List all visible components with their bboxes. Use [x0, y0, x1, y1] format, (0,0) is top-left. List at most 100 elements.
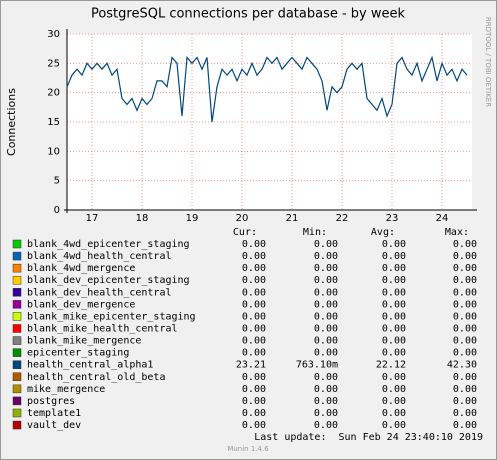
legend-swatch [12, 336, 22, 345]
legend-stat: 0.00 [314, 299, 338, 310]
x-tick-label: 17 [86, 213, 99, 224]
legend-label: blank_4wd_epicenter_staging [27, 239, 190, 250]
legend-label: mike_mergence [27, 384, 105, 395]
legend-stat: 0.00 [382, 311, 406, 322]
legend-stat: 0.00 [314, 323, 338, 334]
y-tick-label: 30 [47, 29, 60, 40]
legend-swatch [12, 324, 22, 333]
legend-swatch [12, 348, 22, 357]
legend-swatch [12, 263, 22, 273]
legend-stat: 0.00 [242, 239, 266, 250]
legend-header: Max: [445, 227, 469, 238]
legend-stat: 0.00 [242, 275, 266, 286]
legend-swatch [12, 360, 22, 369]
x-tick-label: 18 [136, 213, 149, 224]
legend-stat: 0.00 [242, 287, 266, 298]
legend-stat: 0.00 [242, 263, 266, 274]
legend-swatch [12, 396, 22, 406]
x-tick-label: 22 [336, 213, 349, 224]
y-tick-label: 15 [47, 117, 60, 128]
legend-swatch [12, 288, 22, 297]
legend-label: health_central_alpha1 [27, 360, 153, 371]
y-tick-label: 5 [54, 176, 60, 187]
legend-swatch [12, 275, 22, 285]
legend-stat: 0.00 [242, 408, 266, 419]
legend-stat: 0.00 [314, 275, 338, 286]
legend-stat: 0.00 [453, 239, 477, 250]
last-update: Last update: Sun Feb 24 23:40:10 2019 [254, 432, 483, 443]
legend-stat: 0.00 [382, 239, 406, 250]
x-tick-label: 23 [386, 213, 399, 224]
y-tick-label: 20 [47, 88, 60, 99]
x-tick-label: 20 [236, 213, 249, 224]
legend-label: blank_mike_epicenter_staging [27, 311, 196, 322]
legend-stat: 0.00 [382, 275, 406, 286]
legend-header: Cur: [233, 227, 257, 238]
legend-stat: 0.00 [382, 323, 406, 334]
legend-stat: 0.00 [453, 396, 477, 407]
x-tick-label: 21 [286, 213, 299, 224]
side-text: RRDTOOL / TOBI OETIKER [484, 17, 492, 107]
legend-stat: 22.12 [376, 360, 406, 371]
legend-swatch [12, 251, 22, 261]
legend-stat: 0.00 [242, 372, 266, 383]
legend-stat: 0.00 [382, 384, 406, 395]
legend-swatch [12, 420, 22, 430]
legend-label: postgres [27, 396, 75, 407]
legend-header: Min: [303, 227, 327, 238]
legend-label: blank_4wd_health_central [27, 251, 172, 262]
footer: Munin 1.4.6 [227, 445, 269, 453]
legend-stat: 0.00 [382, 420, 406, 431]
legend-stat: 0.00 [242, 323, 266, 334]
legend-stat: 0.00 [453, 287, 477, 298]
legend-stat: 0.00 [382, 336, 406, 347]
legend-stat: 0.00 [453, 348, 477, 359]
legend-stat: 0.00 [242, 251, 266, 262]
legend-stat: 0.00 [314, 408, 338, 419]
x-tick-label: 19 [186, 213, 199, 224]
legend-stat: 0.00 [242, 348, 266, 359]
legend-swatch [12, 312, 22, 321]
legend-stat: 0.00 [314, 372, 338, 383]
legend-header: Avg: [371, 227, 395, 238]
legend-stat: 0.00 [314, 311, 338, 322]
legend-stat: 0.00 [453, 275, 477, 286]
legend-stat: 0.00 [314, 384, 338, 395]
y-axis-label: Connections [5, 88, 18, 156]
legend-swatch [12, 372, 22, 382]
legend-stat: 0.00 [453, 420, 477, 431]
legend-label: blank_4wd_mergence [27, 263, 135, 274]
legend-stat: 0.00 [453, 251, 477, 262]
legend-swatch [12, 408, 22, 418]
legend-stat: 0.00 [453, 384, 477, 395]
legend-stat: 0.00 [382, 396, 406, 407]
legend-stat: 0.00 [453, 323, 477, 334]
legend-stat: 0.00 [453, 408, 477, 419]
legend-stat: 0.00 [242, 336, 266, 347]
legend-swatch [12, 300, 22, 309]
legend-stat: 0.00 [453, 299, 477, 310]
legend-stat: 0.00 [382, 299, 406, 310]
legend-label: vault_dev [27, 420, 81, 431]
legend-stat: 0.00 [242, 396, 266, 407]
legend-stat: 23.21 [236, 360, 266, 371]
legend-stat: 763.10m [296, 360, 338, 371]
legend-label: template1 [27, 408, 81, 419]
legend-label: blank_dev_epicenter_staging [27, 275, 190, 286]
legend-label: epicenter_staging [27, 348, 129, 359]
legend-stat: 0.00 [314, 348, 338, 359]
legend-stat: 0.00 [314, 287, 338, 298]
legend-stat: 0.00 [382, 287, 406, 298]
y-tick-label: 10 [47, 146, 60, 157]
legend-stat: 0.00 [314, 336, 338, 347]
legend-stat: 42.30 [447, 360, 477, 371]
legend-stat: 0.00 [242, 311, 266, 322]
legend-stat: 0.00 [314, 239, 338, 250]
y-tick-label: 25 [47, 58, 60, 69]
legend-label: health_central_old_beta [27, 372, 165, 383]
legend-stat: 0.00 [314, 420, 338, 431]
legend-stat: 0.00 [242, 384, 266, 395]
chart-title: PostgreSQL connections per database - by… [91, 7, 406, 22]
legend-stat: 0.00 [453, 263, 477, 274]
